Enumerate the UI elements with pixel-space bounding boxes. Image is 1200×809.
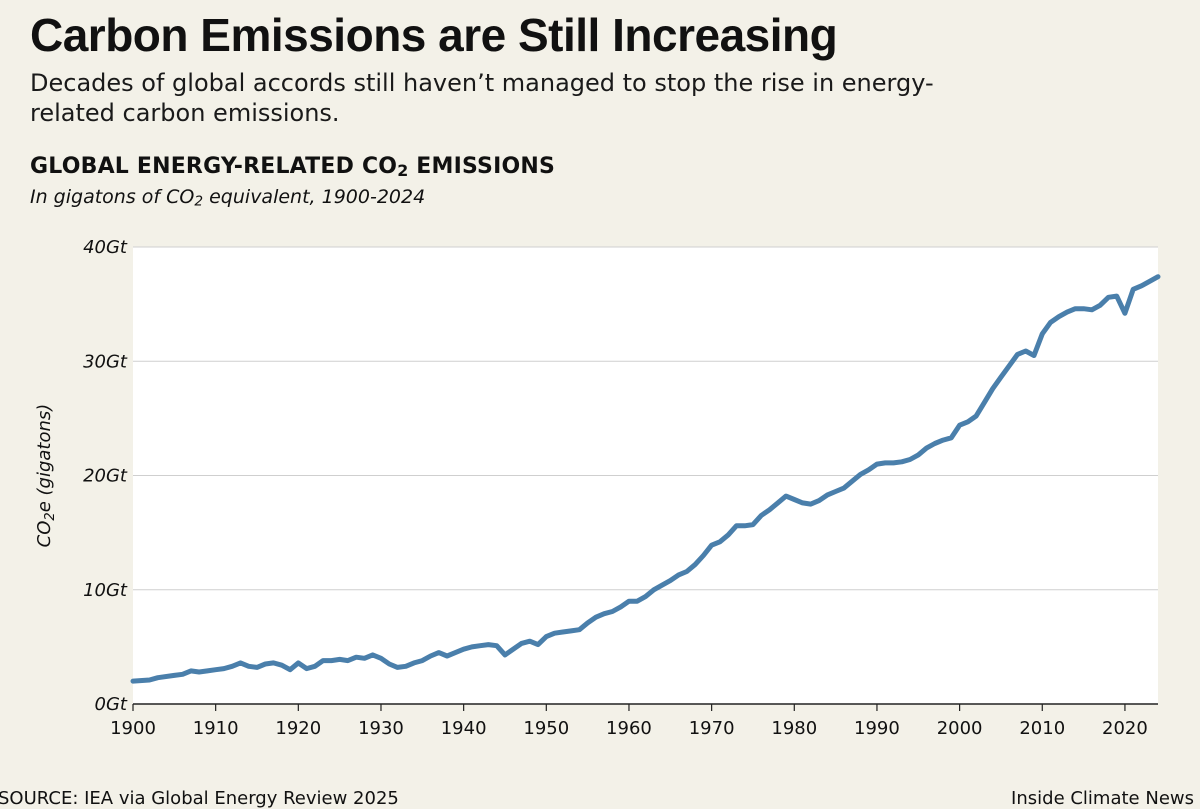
x-tick-label: 2020 [1102,718,1148,739]
x-tick-label: 1990 [854,718,900,739]
credit-note: Inside Climate News [1011,788,1194,809]
x-tick-label: 1970 [689,718,735,739]
x-tick-label: 1960 [606,718,652,739]
page-subtitle: Decades of global accords still haven’t … [30,69,934,127]
source-note: SOURCE: IEA via Global Energy Review 202… [0,788,399,809]
y-tick-label: 20Gt [83,466,128,487]
y-tick-label: 0Gt [95,694,128,715]
x-tick-label: 1920 [275,718,321,739]
y-axis-label: CO2e (gigatons) [34,404,58,548]
x-tick-label: 1900 [110,718,156,739]
y-tick-label: 30Gt [83,351,128,372]
x-tick-label: 2000 [937,718,983,739]
x-tick-label: 1980 [771,718,817,739]
chart-subtitle: In gigatons of CO2 equivalent, 1900-2024 [30,186,426,210]
x-tick-label: 1930 [358,718,404,739]
emissions-line [130,274,1161,684]
x-tick-label: 1910 [193,718,239,739]
x-tick-label: 1950 [523,718,569,739]
y-tick-label: 10Gt [83,580,128,601]
y-tick-label: 40Gt [83,237,128,258]
x-tick-label: 1940 [441,718,487,739]
page-title: Carbon Emissions are Still Increasing [30,9,838,61]
x-tick-label: 2010 [1019,718,1065,739]
chart-title: GLOBAL ENERGY-RELATED CO2 EMISSIONS [30,154,556,180]
